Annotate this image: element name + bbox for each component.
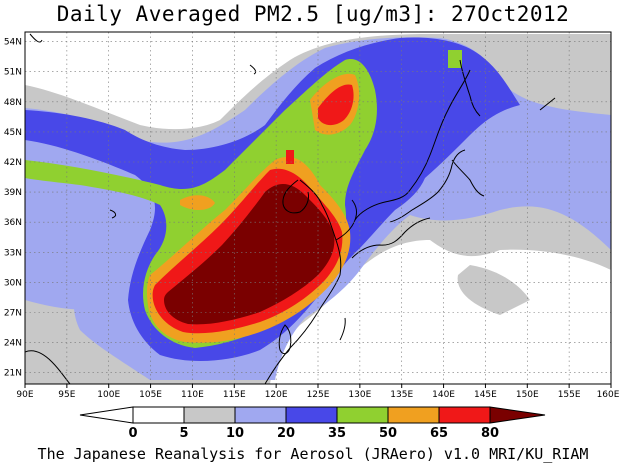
lon-label: 130E [348, 390, 371, 400]
colorbar-segment [183, 406, 236, 424]
lon-label: 90E [16, 390, 33, 400]
colorbar-min-arrow [79, 406, 134, 424]
lon-label: 105E [139, 390, 162, 400]
colorbar-segment [387, 406, 440, 424]
colorbar-label: 20 [277, 426, 295, 441]
lat-label: 21N [4, 369, 22, 379]
lat-label: 33N [4, 248, 22, 258]
lon-label: 125E [307, 390, 330, 400]
colorbar-label: 5 [179, 426, 188, 441]
lon-label: 145E [474, 390, 497, 400]
footer-credit: The Japanese Reanalysis for Aerosol (JRA… [37, 445, 589, 463]
lon-label: 110E [181, 390, 204, 400]
lon-label: 150E [516, 390, 539, 400]
lon-label: 160E [597, 390, 620, 400]
map-grid [25, 32, 611, 384]
colorbar-segment [285, 406, 338, 424]
lon-label: 95E [58, 390, 75, 400]
coastlines [25, 33, 556, 384]
colorbar-max-arrow [489, 406, 546, 424]
longitude-labels: 90E 95E 100E 105E 110E 115E 120E 125E 13… [16, 390, 619, 400]
lat-label: 48N [4, 98, 22, 108]
lon-label: 155E [558, 390, 581, 400]
colorbar-label: 80 [481, 426, 499, 441]
colorbar-label: 35 [328, 426, 346, 441]
lat-label: 27N [4, 309, 22, 319]
colorbar-segment [132, 406, 185, 424]
latitude-labels: 54N 51N 48N 45N 42N 39N 36N 33N 30N 27N … [4, 38, 22, 379]
colorbar-label: 10 [226, 426, 244, 441]
colorbar-segment [234, 406, 287, 424]
colorbar-segment [438, 406, 491, 424]
lat-label: 30N [4, 278, 22, 288]
lat-label: 36N [4, 218, 22, 228]
lon-label: 120E [265, 390, 288, 400]
map-title: Daily Averaged PM2.5 [ug/m3]: 27Oct2012 [56, 2, 570, 26]
lat-label: 54N [4, 38, 22, 48]
lon-label: 115E [223, 390, 246, 400]
colorbar: 0 5 10 20 35 50 65 80 [79, 406, 546, 441]
colorbar-segment [336, 406, 389, 424]
tick-marks [24, 384, 612, 388]
lat-label: 42N [4, 158, 22, 168]
lat-label: 51N [4, 68, 22, 78]
pm25-field [25, 32, 611, 384]
colorbar-label: 0 [128, 426, 137, 441]
lat-label: 39N [4, 188, 22, 198]
lat-label: 24N [4, 339, 22, 349]
lon-label: 135E [390, 390, 413, 400]
lon-label: 140E [432, 390, 455, 400]
level-80-plus [164, 184, 335, 325]
lat-label: 45N [4, 128, 22, 138]
lon-label: 100E [97, 390, 120, 400]
colorbar-label: 50 [379, 426, 397, 441]
colorbar-label: 65 [430, 426, 448, 441]
